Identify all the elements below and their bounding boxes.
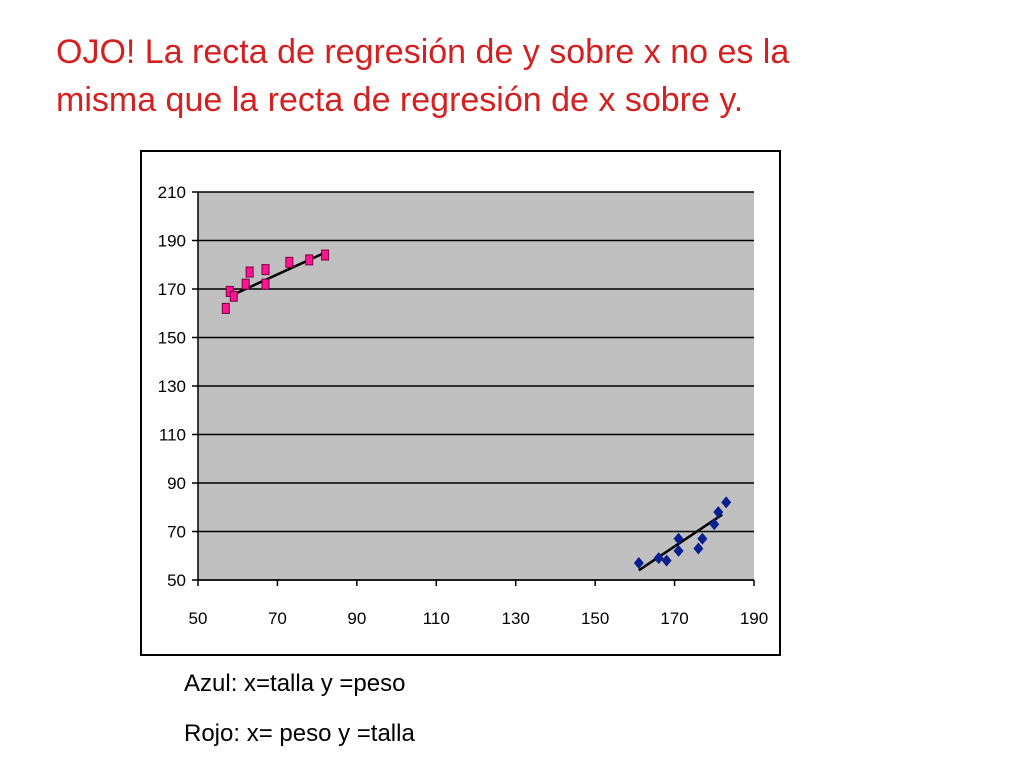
data-point-diamond (661, 554, 672, 567)
data-point-diamond (653, 552, 664, 565)
x-tick-label: 170 (660, 609, 688, 628)
y-tick-label: 210 (158, 183, 186, 202)
chart-frame: 50 70 90 110 130 150 170 190 210 50 70 90 110 130 150 1… (140, 150, 781, 656)
data-point-diamond (709, 518, 720, 531)
x-tick-label: 130 (502, 609, 530, 628)
y-tick-label: 170 (158, 280, 186, 299)
slide-title-line-1: OJO! La recta de regresión de y sobre x … (56, 33, 790, 71)
x-tick-label: 70 (268, 609, 287, 628)
data-point-diamond (693, 542, 704, 555)
scatter-chart: 50 70 90 110 130 150 170 190 210 50 70 90 110 130 150 1… (158, 183, 769, 628)
x-tick-label: 50 (189, 609, 208, 628)
trendline-diamond (638, 513, 723, 572)
data-point-diamond (673, 544, 684, 557)
y-tick-label: 90 (167, 474, 186, 493)
data-point-square (321, 249, 330, 261)
y-tick-label: 190 (158, 232, 186, 251)
y-tick-label: 150 (158, 329, 186, 348)
y-tick-label: 70 (167, 523, 186, 542)
y-tick-label: 130 (158, 377, 186, 396)
x-tick-label: 110 (423, 609, 450, 628)
y-tick-label: 50 (167, 571, 186, 590)
slide-title-line-2: misma que la recta de regresión de x sob… (56, 81, 744, 119)
data-point-square (245, 266, 254, 278)
data-point-diamond (697, 532, 708, 545)
data-point-square (241, 278, 250, 290)
data-point-square (261, 278, 270, 290)
x-tick-label: 90 (347, 609, 366, 628)
data-point-diamond (721, 496, 732, 509)
data-point-square (305, 254, 314, 266)
slide-title: OJO! La recta de regresión de y sobre x … (56, 28, 976, 124)
note-blue-series: Azul: x=talla y =peso (184, 670, 406, 697)
data-point-square (229, 290, 238, 302)
data-point-square (221, 302, 230, 314)
data-point-square (261, 264, 270, 276)
x-tick-label: 190 (740, 609, 768, 628)
data-point-diamond (633, 557, 644, 570)
chart-notes: Azul: x=talla y =peso Rojo: x= peso y =t… (184, 666, 415, 766)
y-tick-label: 110 (159, 426, 186, 445)
data-point-square (285, 256, 294, 268)
x-tick-label: 150 (581, 609, 609, 628)
note-red-series: Rojo: x= peso y =talla (184, 720, 415, 747)
data-point-diamond (673, 532, 684, 545)
data-point-diamond (713, 506, 724, 519)
